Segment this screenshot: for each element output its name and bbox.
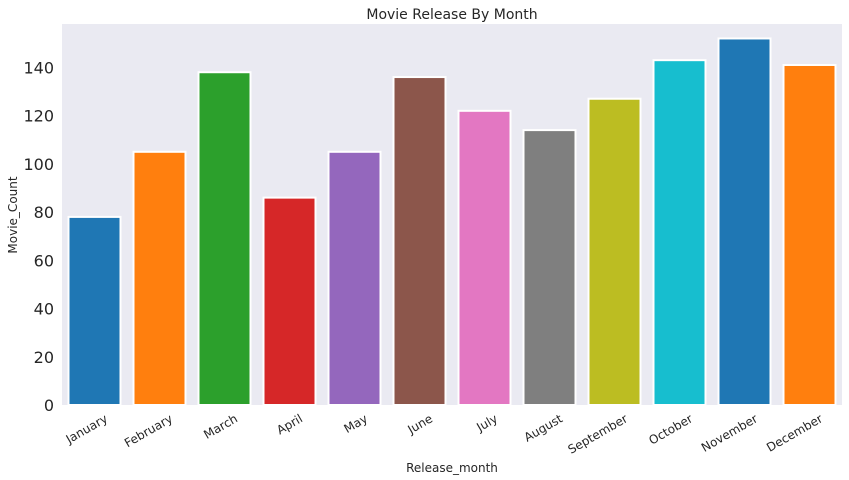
bar-june xyxy=(392,76,447,407)
x-tick-label: January xyxy=(63,411,110,446)
x-tick-label: May xyxy=(342,411,370,436)
bar-january xyxy=(67,215,122,406)
bar-november xyxy=(717,37,772,406)
bar-may xyxy=(327,150,382,406)
plot-area xyxy=(62,24,842,405)
x-tick-label: September xyxy=(566,411,630,456)
bar-october xyxy=(652,59,707,406)
x-tick-label: June xyxy=(404,411,435,437)
bar-february xyxy=(132,150,187,406)
x-tick-label: December xyxy=(764,411,825,454)
x-tick-label: August xyxy=(522,411,566,444)
y-tick-label: 40 xyxy=(34,300,54,319)
chart-title: Movie Release By Month xyxy=(366,7,537,23)
y-tick-label: 20 xyxy=(34,348,54,367)
bar-march xyxy=(197,71,252,406)
bar-april xyxy=(262,196,317,406)
x-tick-label: February xyxy=(122,411,175,450)
x-tick-label: July xyxy=(473,411,500,434)
y-tick-label: 100 xyxy=(23,155,54,174)
bar-december xyxy=(782,63,837,407)
x-tick-label: October xyxy=(646,411,695,447)
bar-september xyxy=(587,97,642,406)
y-axis-label: Movie_Count xyxy=(6,176,20,253)
bar-august xyxy=(522,129,577,406)
y-tick-label: 140 xyxy=(23,58,54,77)
bar-july xyxy=(457,109,512,406)
y-tick-label: 0 xyxy=(44,396,54,415)
x-axis-label: Release_month xyxy=(406,461,498,475)
x-tick-label: March xyxy=(201,411,240,441)
y-tick-label: 120 xyxy=(23,107,54,126)
y-tick-label: 60 xyxy=(34,251,54,270)
x-tick-label: April xyxy=(274,411,305,437)
x-tick-label: November xyxy=(699,411,760,454)
y-tick-label: 80 xyxy=(34,203,54,222)
